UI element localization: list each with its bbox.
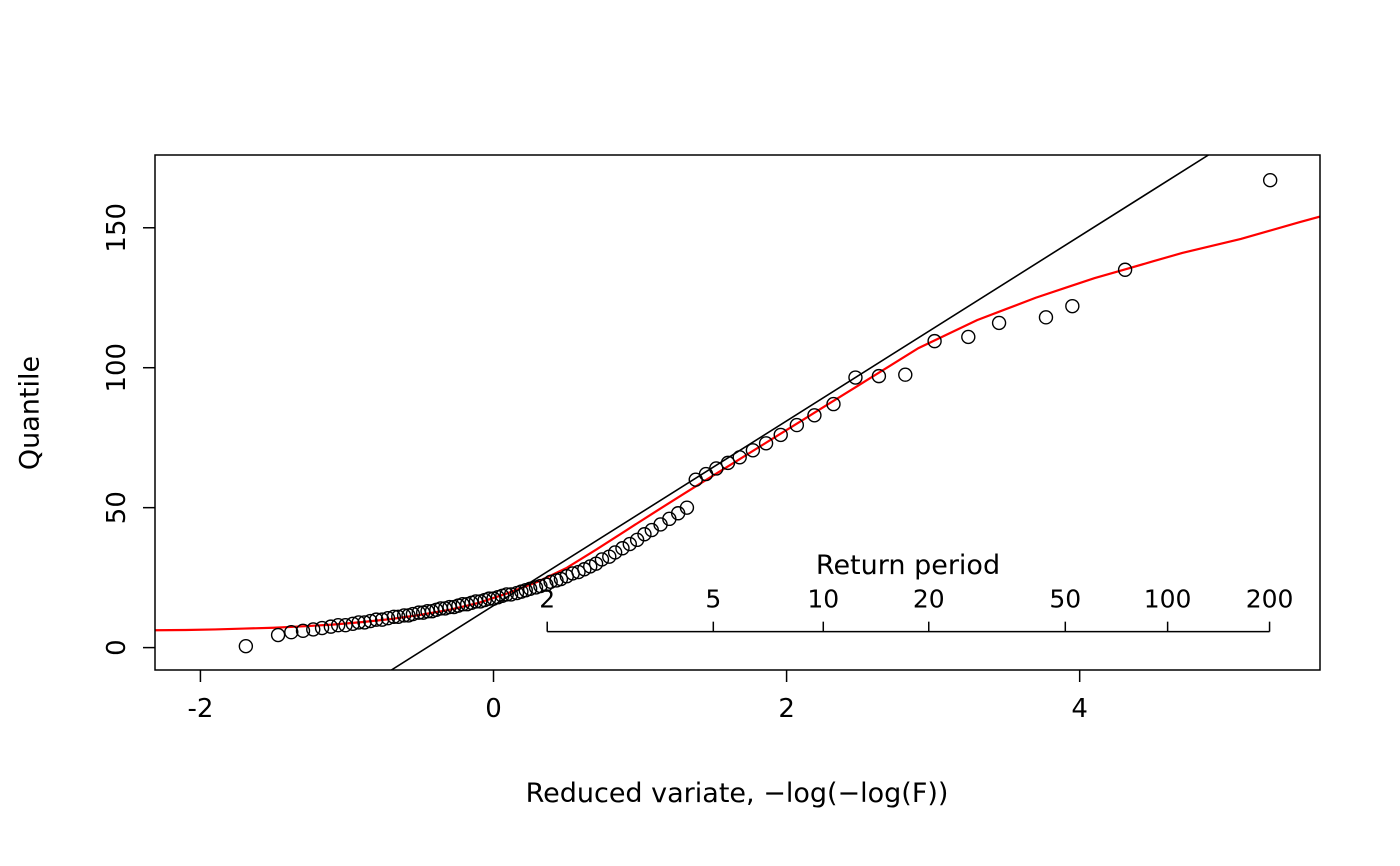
return-period-tick-label: 5: [705, 585, 721, 614]
return-period-tick-label: 50: [1049, 585, 1081, 614]
data-point: [622, 536, 637, 552]
data-point: [927, 333, 942, 349]
data-point: [1262, 172, 1278, 188]
data-point: [637, 527, 652, 542]
data-point: [455, 597, 470, 612]
return-period-tick-label: 20: [913, 585, 945, 614]
data-point: [679, 500, 695, 515]
data-point: [807, 408, 822, 423]
data-point: [543, 574, 558, 590]
model-fit-curve: [155, 215, 1320, 632]
y-axis-title: Quantile: [14, 355, 46, 471]
data-point: [991, 315, 1007, 331]
data-point: [789, 417, 805, 433]
return-period-tick-label: 2: [539, 585, 555, 614]
data-point: [522, 581, 538, 597]
data-point: [758, 436, 774, 451]
data-point: [330, 618, 346, 633]
data-point: [1065, 298, 1080, 314]
y-tick-label: 0: [102, 639, 132, 656]
data-point: [295, 623, 311, 639]
data-point: [503, 587, 519, 602]
data-point: [369, 612, 384, 627]
data-point: [442, 599, 457, 615]
return-period-axis-title: Return period: [815, 550, 1001, 581]
data-point: [338, 618, 353, 633]
data-point: [629, 532, 645, 548]
plot-frame: [154, 154, 1321, 671]
return-period-tick-label: 200: [1246, 585, 1294, 614]
data-point: [306, 622, 321, 637]
data-point: [745, 443, 761, 458]
data-point: [594, 552, 610, 567]
data-point: [615, 541, 630, 556]
data-point: [363, 613, 378, 629]
data-point: [709, 461, 724, 476]
y-axis: 0 50 100 150: [102, 203, 155, 656]
data-point: [773, 427, 788, 443]
data-points: [238, 172, 1278, 654]
data-point: [481, 591, 497, 606]
x-tick-label: 4: [1071, 694, 1088, 724]
data-point: [848, 370, 863, 385]
data-point: [323, 619, 339, 634]
data-point: [539, 577, 554, 592]
data-point: [314, 620, 330, 636]
data-point: [499, 587, 514, 602]
data-point: [607, 545, 623, 560]
return-period-tick-label: 100: [1144, 585, 1192, 614]
data-point: [284, 625, 299, 640]
data-point: [391, 609, 406, 625]
return-period-axis: 2 5 10 20 50 100 200: [539, 585, 1294, 633]
data-point: [1038, 310, 1054, 325]
x-tick-label: -2: [187, 694, 213, 724]
data-point: [732, 450, 747, 465]
data-point: [345, 616, 361, 632]
data-point: [270, 627, 286, 643]
y-tick-label: 50: [102, 491, 132, 524]
data-point: [826, 396, 841, 412]
data-point: [380, 611, 396, 626]
data-point: [351, 615, 366, 630]
data-point: [533, 578, 548, 594]
x-axis: -2 0 2 4: [187, 670, 1088, 724]
data-point: [961, 329, 976, 345]
y-tick-label: 150: [102, 203, 132, 253]
data-point: [898, 367, 913, 382]
return-period-tick-label: 10: [807, 585, 839, 614]
data-point: [420, 604, 435, 619]
x-axis-title: Reduced variate, −log(−log(F)): [525, 778, 949, 809]
gumbel-fit-line: [390, 155, 1209, 670]
data-point: [468, 594, 484, 609]
data-point: [720, 455, 736, 471]
y-tick-label: 100: [102, 343, 132, 393]
x-tick-label: 0: [485, 694, 502, 724]
data-point: [386, 609, 402, 625]
data-point: [1117, 262, 1133, 277]
data-point: [871, 368, 887, 384]
data-point: [405, 606, 421, 622]
data-point: [396, 608, 412, 623]
data-point: [238, 639, 254, 654]
x-tick-label: 2: [778, 694, 795, 724]
